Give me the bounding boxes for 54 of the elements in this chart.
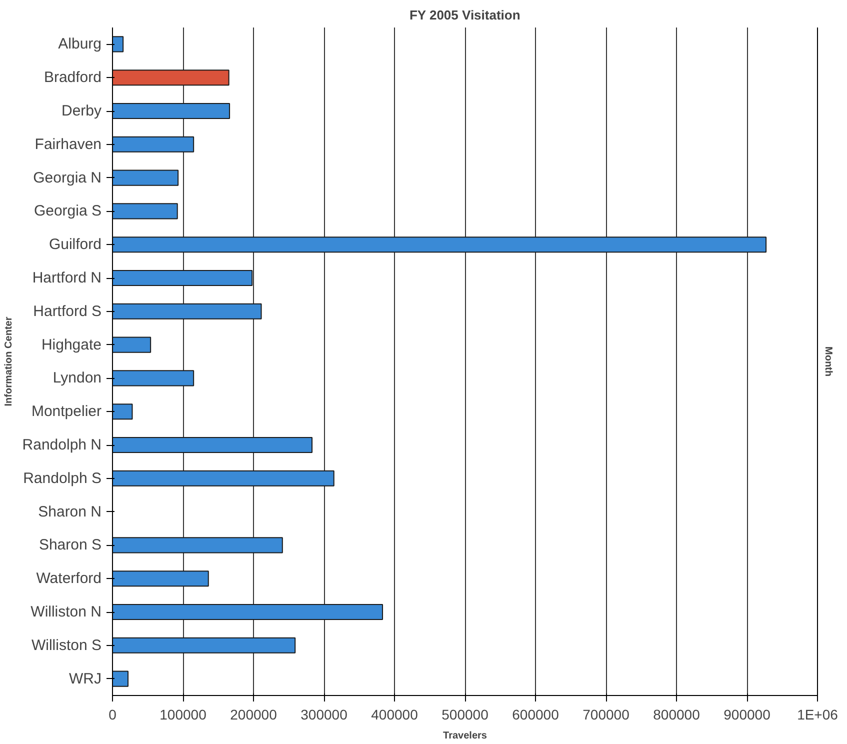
x-axis-title: Travelers [443,730,488,742]
x-tick-label: 900000 [724,706,771,722]
y-tick-label: Hartford S [33,302,102,320]
bar [112,336,152,353]
bar [112,70,230,86]
y-tick-label: Guilford [48,236,102,254]
bar [112,102,230,120]
bar [112,637,296,654]
y-tick-label: Bradford [44,69,102,86]
bar [112,203,178,220]
bar [112,370,194,386]
bar [112,270,253,286]
bar [112,136,194,152]
y-tick-label: WRJ [69,670,102,688]
y-tick-label: Montpelier [31,403,102,420]
x-tick-label: 1E+06 [797,706,838,722]
y2-axis-title: Month [822,346,834,377]
y-tick-label: Derby [61,102,102,120]
x-tick-label: 300000 [300,706,348,722]
y-tick-label: Waterford [36,570,102,588]
bar [112,537,283,554]
bar [112,36,124,52]
x-tick-label: 500000 [442,706,489,722]
x-tick-label: 800000 [653,706,700,722]
bar [112,670,129,687]
bar [112,470,334,486]
y-tick-label: Lyndon [52,370,102,387]
y-tick-label: Sharon S [38,536,102,554]
x-tick-label: 200000 [230,706,278,722]
x-tick-label: 100000 [160,706,207,722]
y-tick-label: Randolph S [23,470,102,487]
y-tick-label: Hartford N [32,270,102,286]
x-tick-label: 0 [108,706,117,722]
y-tick-label: Highgate [41,336,102,354]
bar [112,303,262,320]
bar [112,236,767,253]
bar [112,604,384,620]
y-axis-title: Information Center [3,316,14,406]
bar [112,436,313,454]
bar [112,570,209,587]
y-tick-label: Williston N [30,604,102,620]
chart-title: FY 2005 Visitation [409,8,520,22]
y-tick-label: Fairhaven [34,136,102,153]
x-tick-label: 700000 [582,706,630,722]
y-tick-label: Georgia S [34,202,102,220]
y-tick-label: Georgia N [33,169,102,186]
bar [112,404,133,420]
bar [112,170,179,186]
y-tick-label: Alburg [58,36,102,53]
y-tick-label: Randolph N [22,436,102,454]
x-tick-label: 600000 [512,706,560,722]
x-tick-label: 400000 [371,706,418,722]
y-tick-label: Sharon N [38,503,102,520]
y-tick-label: Williston S [31,636,102,654]
